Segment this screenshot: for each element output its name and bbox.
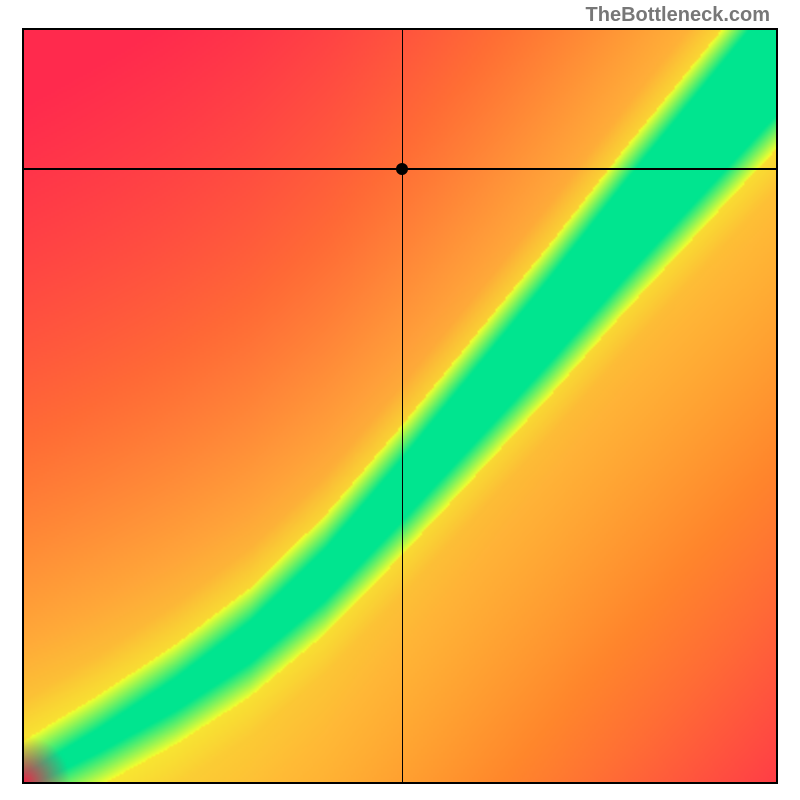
crosshair-vertical	[402, 30, 404, 782]
heatmap-canvas	[24, 30, 776, 782]
chart-container: TheBottleneck.com	[0, 0, 800, 800]
plot-area	[22, 28, 778, 784]
crosshair-marker	[396, 163, 408, 175]
watermark-text: TheBottleneck.com	[586, 4, 770, 27]
